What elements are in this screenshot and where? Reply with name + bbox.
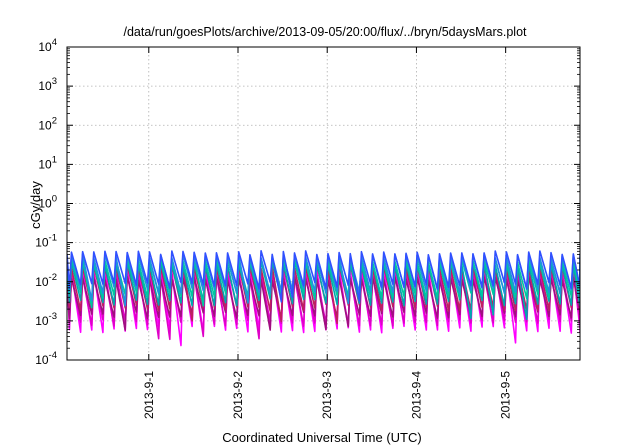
x-tick-label: 2013-9-1 <box>142 371 156 419</box>
y-axis-label: cGy/day <box>28 181 43 229</box>
x-tick-label: 2013-9-2 <box>231 371 245 419</box>
y-tick-label: 103 <box>38 76 57 93</box>
x-tick-label: 2013-9-4 <box>409 371 423 419</box>
series-lines <box>67 249 580 347</box>
x-tick-label: 2013-9-3 <box>320 371 334 419</box>
y-tick-label: 104 <box>38 37 57 54</box>
y-tick-label: 101 <box>38 154 57 171</box>
x-axis-label: Coordinated Universal Time (UTC) <box>222 430 421 445</box>
y-tick-label: 102 <box>38 115 57 132</box>
y-tick-label: 10-3 <box>35 311 57 328</box>
y-tick-label: 10-4 <box>35 350 57 367</box>
y-tick-label: 10-1 <box>35 233 57 250</box>
chart-title: /data/run/goesPlots/archive/2013-09-05/2… <box>123 25 527 39</box>
x-axis-ticks: 2013-9-1 2013-9-2 2013-9-3 2013-9-4 2013-9-5 <box>142 47 513 419</box>
y-tick-label: 10-2 <box>35 272 57 289</box>
x-tick-label: 2013-9-5 <box>499 371 513 419</box>
series-line <box>67 249 580 303</box>
